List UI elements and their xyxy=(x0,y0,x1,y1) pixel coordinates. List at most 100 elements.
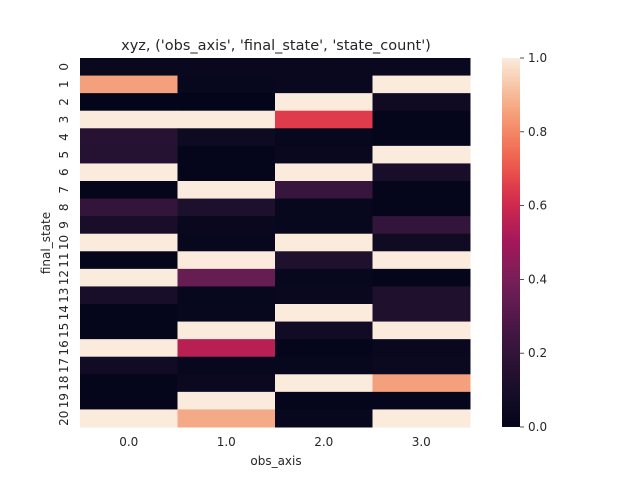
heatmap-cell xyxy=(275,128,373,147)
y-tick-label: 16 xyxy=(57,340,71,355)
y-tick-label: 11 xyxy=(57,252,71,267)
heatmap-cell xyxy=(372,145,471,164)
heatmap-cell xyxy=(80,198,178,217)
heatmap-cell xyxy=(372,163,471,182)
y-axis-label: final_state xyxy=(39,212,53,274)
heatmap-cell xyxy=(80,163,178,182)
heatmap-cell xyxy=(80,75,178,94)
heatmap-cell xyxy=(80,268,178,287)
heatmap-cell xyxy=(275,409,373,428)
heatmap-cell xyxy=(372,304,471,323)
heatmap-cell xyxy=(80,356,178,375)
heatmap-cell xyxy=(80,93,178,112)
heatmap-cell xyxy=(177,409,276,428)
heatmap-cell xyxy=(372,198,471,217)
y-tick-label: 12 xyxy=(57,270,71,285)
heatmap-cell xyxy=(80,58,178,77)
x-tick-label: 3.0 xyxy=(412,435,431,449)
x-tick-labels: 0.0 1.0 2.0 3.0 xyxy=(119,435,431,449)
heatmap-cell xyxy=(177,75,276,94)
heatmap-cell xyxy=(80,181,178,200)
y-tick-label: 5 xyxy=(57,151,71,159)
y-tick-label: 17 xyxy=(57,358,71,373)
heatmap-cell xyxy=(275,339,373,358)
heatmap-cell xyxy=(372,321,471,340)
y-tick-label: 7 xyxy=(57,186,71,194)
heatmap-cell xyxy=(372,286,471,305)
heatmap-cell xyxy=(275,286,373,305)
colorbar-tick-label: 0.2 xyxy=(528,346,547,360)
heatmap-cells xyxy=(80,58,471,428)
colorbar-tick-label: 0.6 xyxy=(528,199,547,213)
heatmap-cell xyxy=(80,339,178,358)
x-axis-label: obs_axis xyxy=(250,454,301,468)
heatmap-cell xyxy=(177,251,276,270)
y-tick-label: 15 xyxy=(57,323,71,338)
heatmap-cell xyxy=(372,110,471,129)
heatmap-cell xyxy=(275,181,373,200)
heatmap-cell xyxy=(372,268,471,287)
y-tick-label: 0 xyxy=(57,63,71,71)
heatmap-cell xyxy=(80,374,178,393)
heatmap-cell xyxy=(80,251,178,270)
heatmap-cell xyxy=(275,163,373,182)
heatmap-cell xyxy=(372,391,471,410)
heatmap-cell xyxy=(275,304,373,323)
heatmap-cell xyxy=(80,128,178,147)
heatmap-cell xyxy=(372,128,471,147)
heatmap-cell xyxy=(275,58,373,77)
heatmap-cell xyxy=(177,128,276,147)
heatmap-cell xyxy=(372,58,471,77)
heatmap-cell xyxy=(372,251,471,270)
y-tick-label: 18 xyxy=(57,375,71,390)
y-tick-label: 1 xyxy=(57,81,71,89)
y-tick-label: 10 xyxy=(57,235,71,250)
heatmap-cell xyxy=(80,286,178,305)
colorbar xyxy=(502,58,520,427)
x-tick-label: 0.0 xyxy=(119,435,138,449)
heatmap-cell xyxy=(177,268,276,287)
heatmap-cell xyxy=(80,110,178,129)
heatmap-cell xyxy=(275,233,373,252)
x-tick-label: 1.0 xyxy=(217,435,236,449)
chart-title: xyz, ('obs_axis', 'final_state', 'state_… xyxy=(121,38,431,54)
heatmap-cell xyxy=(275,268,373,287)
heatmap-cell xyxy=(177,181,276,200)
heatmap-cell xyxy=(275,110,373,129)
colorbar-tick-label: 0.8 xyxy=(528,125,547,139)
heatmap-cell xyxy=(80,233,178,252)
heatmap-cell xyxy=(177,286,276,305)
heatmap-cell xyxy=(177,198,276,217)
heatmap-cell xyxy=(372,374,471,393)
colorbar-tick-labels: 0.0 0.2 0.4 0.6 0.8 1.0 xyxy=(520,51,547,434)
heatmap-cell xyxy=(177,93,276,112)
heatmap-cell xyxy=(177,233,276,252)
y-tick-label: 3 xyxy=(57,116,71,124)
heatmap-cell xyxy=(80,321,178,340)
heatmap-cell xyxy=(372,181,471,200)
heatmap-cell xyxy=(372,216,471,235)
heatmap-cell xyxy=(275,374,373,393)
heatmap-cell xyxy=(372,409,471,428)
heatmap-cell xyxy=(177,339,276,358)
colorbar-tick-label: 0.4 xyxy=(528,272,547,286)
x-tick-label: 2.0 xyxy=(314,435,333,449)
heatmap-cell xyxy=(177,58,276,77)
y-tick-label: 9 xyxy=(57,221,71,229)
heatmap-cell xyxy=(275,216,373,235)
heatmap-cell xyxy=(275,198,373,217)
heatmap-cell xyxy=(177,216,276,235)
y-tick-label: 20 xyxy=(57,411,71,426)
heatmap-cell xyxy=(372,339,471,358)
heatmap-cell xyxy=(372,356,471,375)
heatmap-cell xyxy=(177,304,276,323)
heatmap-cell xyxy=(177,321,276,340)
heatmap-cell xyxy=(372,93,471,112)
heatmap-cell xyxy=(177,110,276,129)
heatmap-cell xyxy=(275,356,373,375)
heatmap-cell xyxy=(177,356,276,375)
y-tick-label: 6 xyxy=(57,168,71,176)
heatmap-cell xyxy=(372,233,471,252)
